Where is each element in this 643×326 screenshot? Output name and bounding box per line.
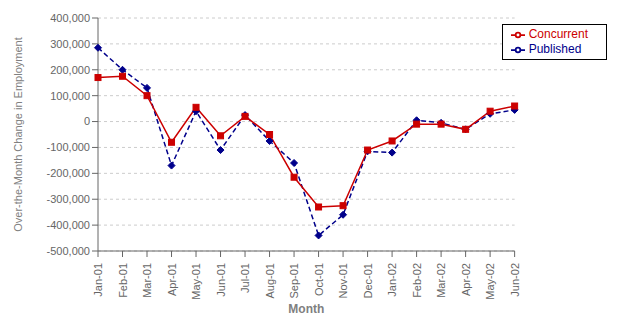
svg-text:Apr-02: Apr-02 [460, 263, 472, 296]
svg-text:Jun-02: Jun-02 [509, 263, 521, 297]
svg-text:100,000: 100,000 [50, 90, 90, 102]
svg-text:-200,000: -200,000 [47, 167, 90, 179]
svg-text:-400,000: -400,000 [47, 219, 90, 231]
svg-text:-500,000: -500,000 [47, 245, 90, 257]
svg-text:Aug-01: Aug-01 [264, 263, 276, 298]
svg-text:Jul-01: Jul-01 [239, 263, 251, 293]
svg-text:Apr-01: Apr-01 [166, 263, 178, 296]
html-text:Concurrent: Concurrent [528, 27, 588, 41]
svg-text:Feb-01: Feb-01 [117, 263, 129, 298]
svg-text:May-01: May-01 [190, 263, 202, 300]
svg-text:Jun-01: Jun-01 [215, 263, 227, 297]
svg-text:May-02: May-02 [484, 263, 496, 300]
svg-text:200,000: 200,000 [50, 64, 90, 76]
svg-text:0: 0 [84, 115, 90, 127]
svg-text:Nov-01: Nov-01 [337, 263, 349, 298]
svg-text:-300,000: -300,000 [47, 193, 90, 205]
svg-text:Dec-01: Dec-01 [362, 263, 374, 298]
svg-text:Feb-02: Feb-02 [411, 263, 423, 298]
svg-text:Mar-02: Mar-02 [435, 263, 447, 298]
svg-text:Over-the-Month Change in Emplo: Over-the-Month Change in Employment [12, 37, 24, 231]
svg-text:Jan-01: Jan-01 [92, 263, 104, 297]
svg-text:400,000: 400,000 [50, 12, 90, 24]
svg-text:300,000: 300,000 [50, 38, 90, 50]
svg-text:Oct-01: Oct-01 [313, 263, 325, 296]
svg-text:Month: Month [288, 302, 324, 316]
svg-text:Mar-01: Mar-01 [141, 263, 153, 298]
svg-text:-100,000: -100,000 [47, 141, 90, 153]
svg-text:Sep-01: Sep-01 [288, 263, 300, 298]
html-text:Published: Published [528, 41, 582, 56]
svg-text:Jan-02: Jan-02 [386, 263, 398, 297]
